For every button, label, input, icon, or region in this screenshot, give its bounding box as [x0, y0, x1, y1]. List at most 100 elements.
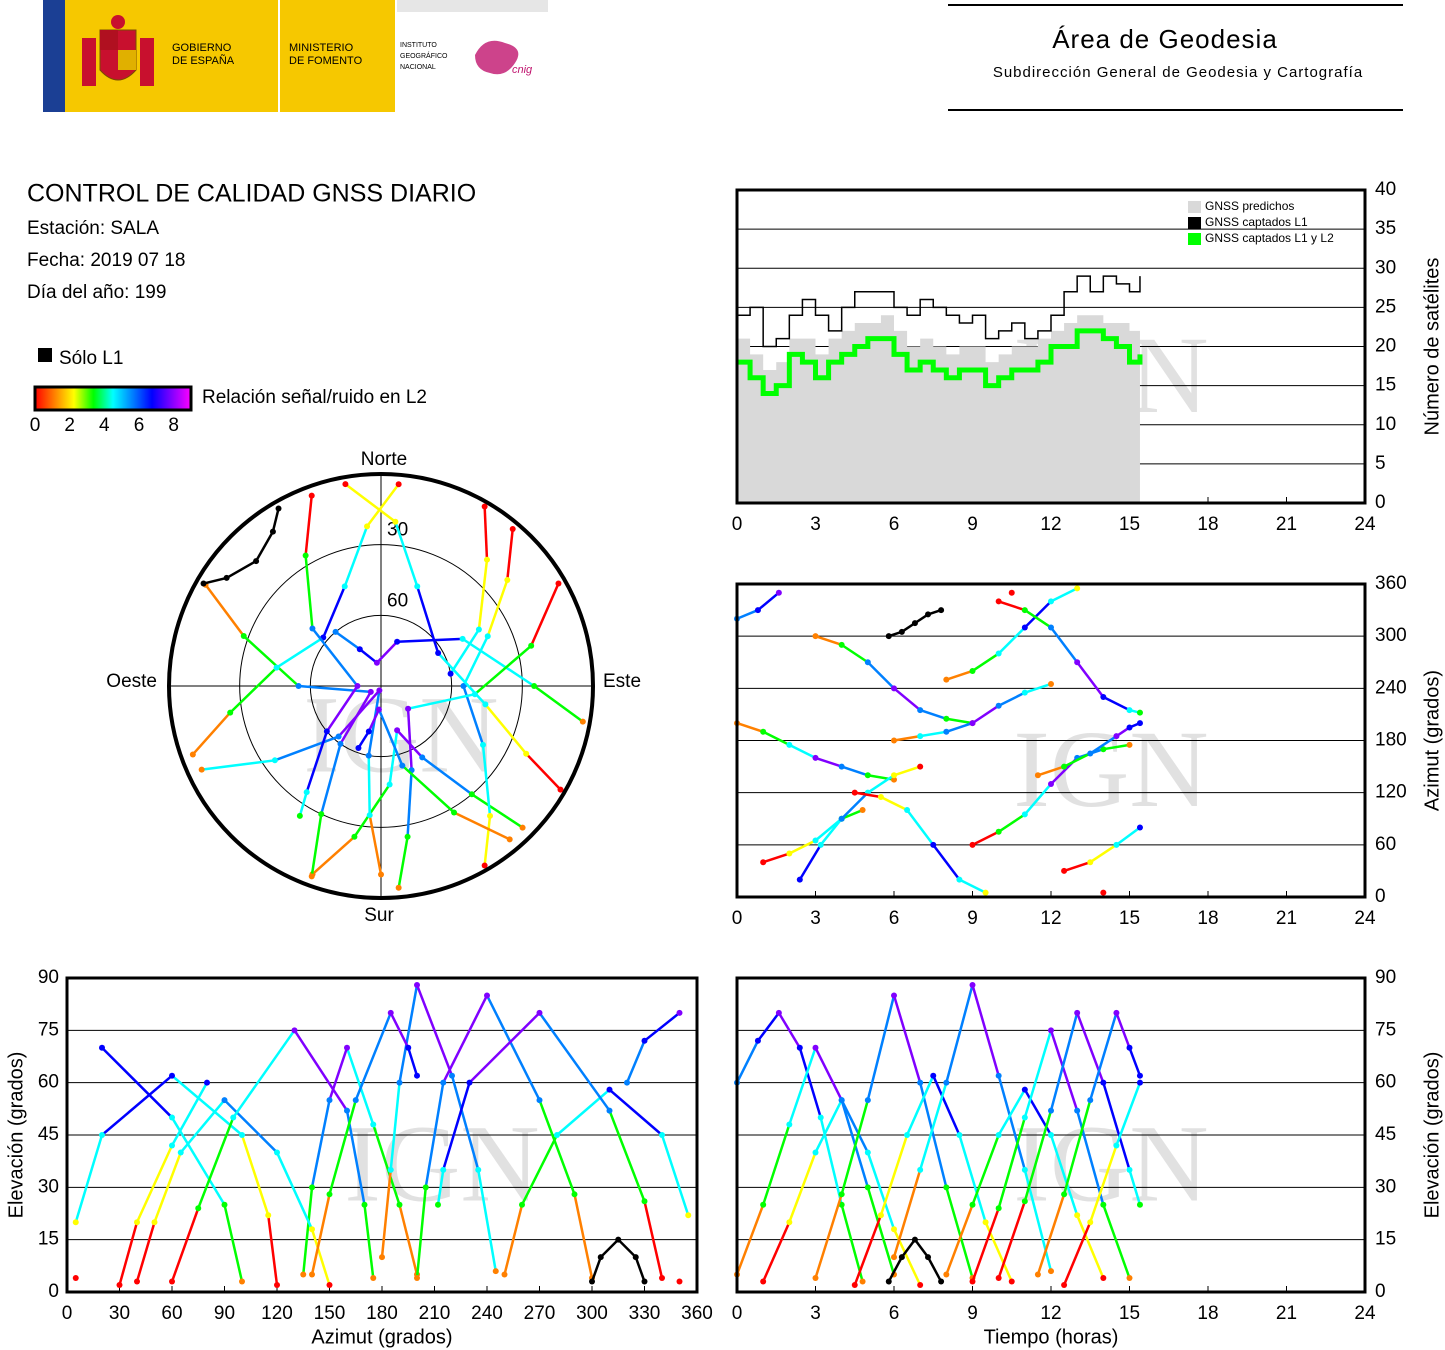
observation: [337, 740, 344, 747]
logo-block: GOBIERNO DE ESPAÑA MINISTERIO DE FOMENTO…: [43, 0, 548, 112]
y-tick-label: 75: [38, 1019, 59, 1040]
observation: [786, 1219, 793, 1226]
track-segment: [1037, 765, 1065, 777]
track-segment: [887, 1256, 903, 1283]
ministry-name: MINISTERIO: [289, 42, 354, 54]
track-segment: [1063, 752, 1091, 768]
colorbar-tick-label: 2: [64, 415, 75, 436]
x-tick-label: 18: [1197, 514, 1218, 535]
observation: [1136, 1079, 1143, 1086]
track-segment: [223, 1204, 244, 1282]
track-segment: [997, 1117, 1027, 1209]
track-segment: [971, 704, 1000, 725]
observation: [1021, 689, 1028, 696]
track-segment: [415, 1187, 427, 1279]
track-segment: [229, 666, 278, 714]
observation: [1100, 889, 1107, 896]
observation: [414, 1275, 420, 1282]
track-segment: [354, 1012, 392, 1101]
y-tick-label: 90: [1375, 967, 1396, 988]
track-segment: [1103, 743, 1130, 751]
track-segment: [275, 636, 324, 669]
colorbar-tick-label: 8: [168, 415, 179, 436]
observation: [1048, 780, 1054, 787]
observation: [475, 626, 482, 633]
track-segment: [204, 583, 245, 637]
track-segment: [407, 1047, 419, 1077]
observation: [851, 1282, 858, 1289]
x-tick-label: 24: [1354, 908, 1376, 929]
observation: [1087, 859, 1094, 866]
track-segment: [997, 813, 1026, 833]
track-segment: [946, 717, 973, 725]
observation: [392, 518, 399, 525]
track-segment: [814, 817, 843, 842]
observation: [466, 1079, 473, 1086]
track-segment: [397, 836, 409, 889]
observation: [195, 1205, 202, 1212]
observation: [641, 1278, 648, 1285]
track-segment: [913, 1238, 930, 1258]
observation: [1048, 1132, 1054, 1138]
track-segment: [449, 628, 480, 675]
x-tick-label: 18: [1197, 1303, 1218, 1324]
observation: [519, 1201, 525, 1208]
observation: [1061, 1191, 1068, 1198]
track-segment: [573, 1194, 594, 1279]
observation: [274, 1149, 280, 1156]
observation: [943, 1079, 950, 1086]
track-segment: [932, 1075, 961, 1136]
observation: [760, 728, 767, 735]
track-segment: [660, 1134, 690, 1216]
track-segment: [530, 583, 560, 647]
track-segment: [310, 1099, 331, 1188]
y-tick-label: 90: [38, 967, 59, 988]
track-segment: [310, 1194, 331, 1275]
observation: [1008, 1278, 1015, 1285]
observation: [1126, 1275, 1133, 1282]
observation: [1061, 867, 1068, 874]
observation: [1100, 694, 1107, 701]
observation: [917, 1079, 924, 1086]
observation: [754, 607, 761, 614]
observation: [995, 1072, 1002, 1079]
observation: [1048, 680, 1054, 687]
observation: [812, 633, 819, 640]
observation: [943, 1184, 950, 1191]
legend-swatch: [1188, 233, 1201, 245]
track-segment: [310, 1228, 331, 1286]
track-segment: [462, 635, 489, 687]
observation: [969, 1278, 976, 1285]
track-segment: [866, 995, 896, 1101]
track-segment: [819, 1117, 843, 1206]
y-tick-label: 20: [1375, 336, 1396, 357]
observation: [812, 1149, 819, 1156]
institute-name: INSTITUTO: [400, 42, 437, 49]
track-segment: [474, 644, 532, 696]
track-segment: [486, 579, 509, 637]
track-segment: [608, 1110, 646, 1202]
observation: [877, 794, 884, 801]
y-tick-label: 45: [38, 1124, 59, 1145]
observation: [864, 1149, 871, 1156]
observation: [1048, 1268, 1054, 1275]
track-segment: [1089, 843, 1118, 864]
observation: [269, 528, 276, 535]
track-segment: [320, 743, 342, 815]
track-segment: [525, 752, 562, 791]
legend-label: GNSS captados L1 y L2: [1205, 231, 1334, 245]
track-segment: [322, 585, 346, 639]
observation: [308, 873, 315, 880]
track-segment: [879, 1134, 909, 1216]
government-name: GOBIERNO: [172, 42, 232, 54]
observation: [925, 1254, 932, 1261]
observation: [557, 786, 564, 793]
observation: [786, 741, 793, 748]
observation: [917, 1282, 924, 1289]
track-segment: [483, 506, 489, 560]
observation: [1074, 1009, 1081, 1016]
observation: [891, 992, 897, 999]
observation: [885, 633, 892, 640]
y-tick-label: 75: [1375, 1019, 1396, 1040]
track-segment: [389, 1082, 401, 1171]
